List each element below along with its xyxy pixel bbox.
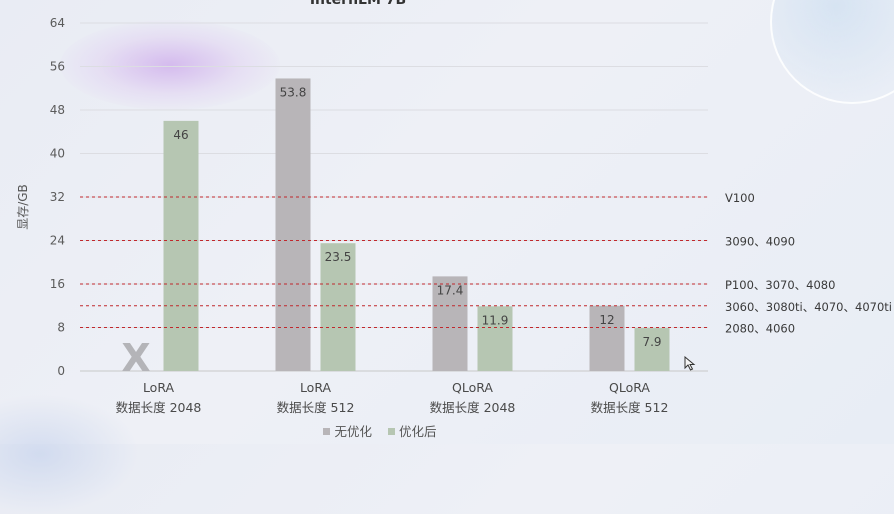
x-category-label: QLoRA	[452, 380, 493, 395]
reference-line-label: 2080、4060	[725, 322, 795, 336]
y-tick-label: 32	[50, 190, 65, 204]
y-axis-ticks: 0 8 16 24 32 40 48 56 64	[50, 16, 65, 378]
bar	[275, 78, 311, 372]
reference-line-label: P100、3070、4080	[725, 278, 835, 292]
bar	[163, 120, 199, 371]
data-label: 23.5	[325, 250, 352, 264]
reference-line-label: 3090、4090	[725, 235, 795, 249]
data-label: 17.4	[437, 283, 464, 297]
x-category-label: LoRA	[143, 380, 175, 395]
bar	[634, 328, 670, 371]
y-tick-label: 8	[57, 321, 65, 335]
mouse-cursor-icon	[684, 356, 696, 371]
y-tick-label: 56	[50, 60, 65, 74]
bar	[589, 305, 625, 371]
y-tick-label: 0	[57, 364, 65, 378]
legend-item-series-1: 优化后	[387, 421, 437, 440]
x-category-sublabel: 数据长度 512	[277, 400, 355, 415]
missing-data-marker: X	[121, 336, 150, 380]
x-axis-categories: LoRA 数据长度 2048 LoRA 数据长度 512 QLoRA 数据长度 2048 Q…	[116, 380, 669, 415]
background-glow-purple	[60, 20, 280, 110]
legend: 无优化 优化后	[0, 421, 760, 440]
gpu-reference-lines: V100 3090、4090 P100、3070、4080 3060、3080ti、4…	[80, 191, 892, 336]
legend-item-series-0: 无优化	[323, 421, 372, 440]
bar	[477, 306, 513, 371]
bars: X 46 53.8 23.5 17.4 11.9 12 7.9	[121, 78, 670, 380]
chart-title: InternLM 7B	[310, 0, 406, 8]
y-tick-label: 48	[50, 103, 65, 117]
x-category-label: LoRA	[300, 380, 332, 395]
bar	[320, 243, 356, 371]
legend-label-series-1: 优化后	[398, 424, 437, 439]
x-category-label: QLoRA	[609, 380, 650, 395]
data-label: 11.9	[482, 313, 509, 327]
data-label: 46	[173, 128, 188, 142]
reference-line-label: 3060、3080ti、4070、4070ti	[725, 300, 892, 314]
legend-swatch-series-1	[387, 428, 395, 435]
reference-line-label: V100	[725, 191, 755, 205]
y-tick-label: 24	[50, 234, 65, 248]
data-label: 7.9	[642, 335, 661, 349]
bar-chart: InternLM 7B 0 8 16 24 32 40 48 56 64 显存/GB X 46 53…	[16, 0, 892, 415]
data-label: 12	[599, 313, 614, 327]
y-axis-label: 显存/GB	[16, 184, 30, 230]
legend-label-series-0: 无优化	[334, 424, 372, 439]
bar	[432, 276, 468, 371]
y-tick-label: 64	[50, 16, 65, 30]
y-tick-label: 16	[50, 277, 65, 291]
x-category-sublabel: 数据长度 512	[591, 400, 669, 415]
legend-swatch-series-0	[323, 428, 331, 435]
x-category-sublabel: 数据长度 2048	[430, 400, 516, 415]
x-category-sublabel: 数据长度 2048	[116, 400, 202, 415]
y-tick-label: 40	[50, 147, 65, 161]
data-label: 53.8	[280, 85, 307, 99]
